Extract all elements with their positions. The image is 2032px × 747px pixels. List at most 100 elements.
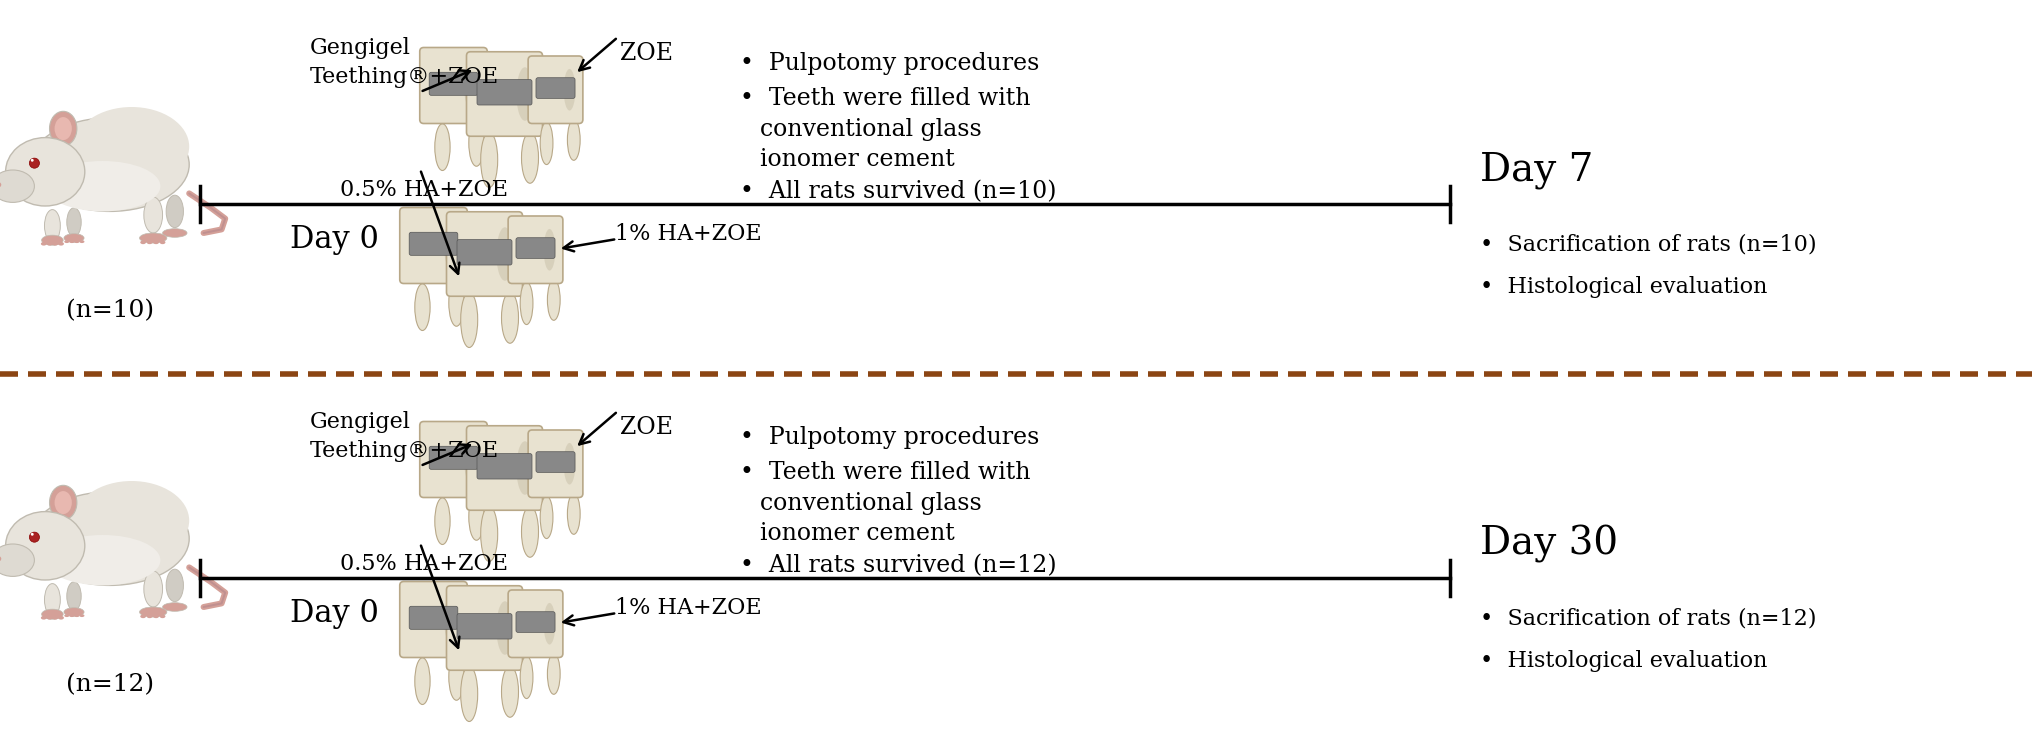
Text: •  All rats survived (n=10): • All rats survived (n=10) — [740, 180, 1057, 203]
Ellipse shape — [45, 161, 161, 211]
Ellipse shape — [469, 120, 484, 167]
Ellipse shape — [163, 603, 187, 611]
Text: conventional glass: conventional glass — [760, 117, 981, 140]
Text: •  Sacrification of rats (n=12): • Sacrification of rats (n=12) — [1479, 608, 1817, 630]
Ellipse shape — [522, 132, 538, 183]
Ellipse shape — [41, 242, 47, 246]
Text: conventional glass: conventional glass — [760, 492, 981, 515]
Ellipse shape — [144, 571, 163, 607]
Ellipse shape — [429, 424, 447, 436]
Ellipse shape — [41, 235, 63, 245]
Ellipse shape — [541, 122, 553, 164]
Ellipse shape — [545, 603, 555, 645]
FancyBboxPatch shape — [508, 216, 563, 284]
Ellipse shape — [502, 666, 518, 717]
Ellipse shape — [140, 233, 167, 243]
Text: •  Sacrification of rats (n=10): • Sacrification of rats (n=10) — [1479, 234, 1817, 256]
FancyBboxPatch shape — [429, 72, 478, 96]
Ellipse shape — [443, 595, 459, 643]
Ellipse shape — [429, 49, 447, 62]
Ellipse shape — [561, 432, 575, 444]
Ellipse shape — [435, 498, 451, 545]
Ellipse shape — [167, 195, 183, 228]
Ellipse shape — [547, 654, 561, 694]
Ellipse shape — [65, 614, 69, 617]
Ellipse shape — [478, 427, 498, 441]
Ellipse shape — [496, 227, 514, 281]
Ellipse shape — [45, 535, 161, 586]
Ellipse shape — [541, 592, 555, 604]
FancyBboxPatch shape — [478, 80, 532, 105]
Ellipse shape — [445, 49, 463, 62]
Ellipse shape — [502, 292, 518, 344]
FancyBboxPatch shape — [516, 612, 555, 633]
FancyBboxPatch shape — [478, 453, 532, 479]
Text: Day 0: Day 0 — [291, 598, 378, 629]
Ellipse shape — [443, 222, 459, 270]
Ellipse shape — [449, 654, 463, 700]
Ellipse shape — [415, 284, 431, 330]
Text: Gengigel
Teething®+ZOE: Gengigel Teething®+ZOE — [311, 411, 500, 462]
Ellipse shape — [473, 214, 494, 226]
FancyBboxPatch shape — [421, 421, 488, 498]
Ellipse shape — [6, 512, 85, 580]
Ellipse shape — [512, 427, 532, 441]
Ellipse shape — [79, 241, 85, 243]
Ellipse shape — [45, 210, 61, 242]
Ellipse shape — [449, 279, 463, 326]
Ellipse shape — [567, 120, 581, 161]
Ellipse shape — [536, 58, 551, 71]
Ellipse shape — [563, 443, 575, 485]
Ellipse shape — [140, 241, 146, 244]
Ellipse shape — [435, 124, 451, 170]
Text: •  Histological evaluation: • Histological evaluation — [1479, 276, 1768, 298]
Ellipse shape — [459, 424, 478, 436]
Ellipse shape — [69, 241, 75, 243]
Ellipse shape — [30, 492, 189, 586]
Ellipse shape — [45, 583, 61, 616]
Ellipse shape — [75, 614, 79, 617]
Ellipse shape — [55, 491, 71, 514]
Ellipse shape — [41, 609, 63, 619]
Ellipse shape — [473, 588, 494, 601]
Ellipse shape — [520, 656, 532, 698]
Ellipse shape — [496, 601, 514, 655]
Text: ionomer cement: ionomer cement — [760, 148, 955, 171]
Ellipse shape — [549, 58, 563, 71]
Text: 1% HA+ZOE: 1% HA+ZOE — [616, 223, 762, 245]
Ellipse shape — [415, 658, 431, 704]
Ellipse shape — [561, 58, 575, 71]
Ellipse shape — [65, 241, 69, 243]
Ellipse shape — [161, 615, 165, 619]
FancyBboxPatch shape — [528, 430, 583, 498]
Ellipse shape — [67, 208, 81, 237]
Ellipse shape — [567, 494, 581, 534]
FancyBboxPatch shape — [447, 586, 522, 670]
Ellipse shape — [439, 583, 457, 596]
Ellipse shape — [47, 616, 53, 619]
Ellipse shape — [541, 218, 555, 231]
Ellipse shape — [522, 506, 538, 557]
Ellipse shape — [152, 241, 158, 244]
FancyBboxPatch shape — [429, 446, 478, 469]
Ellipse shape — [30, 118, 189, 211]
Ellipse shape — [492, 214, 512, 226]
Ellipse shape — [528, 592, 543, 604]
Ellipse shape — [547, 279, 561, 320]
Text: Day 7: Day 7 — [1479, 152, 1593, 189]
Ellipse shape — [545, 229, 555, 270]
Text: •  Histological evaluation: • Histological evaluation — [1479, 650, 1768, 672]
Ellipse shape — [49, 111, 77, 146]
FancyBboxPatch shape — [516, 238, 555, 258]
Ellipse shape — [528, 218, 543, 231]
Text: 0.5% HA+ZOE: 0.5% HA+ZOE — [339, 179, 508, 201]
Ellipse shape — [492, 588, 512, 601]
FancyBboxPatch shape — [457, 613, 512, 639]
Ellipse shape — [161, 241, 165, 244]
Text: •  Teeth were filled with: • Teeth were filled with — [740, 87, 1030, 111]
Ellipse shape — [75, 241, 79, 243]
Ellipse shape — [516, 441, 532, 495]
Ellipse shape — [457, 214, 478, 226]
Ellipse shape — [425, 209, 443, 222]
Ellipse shape — [28, 158, 39, 168]
